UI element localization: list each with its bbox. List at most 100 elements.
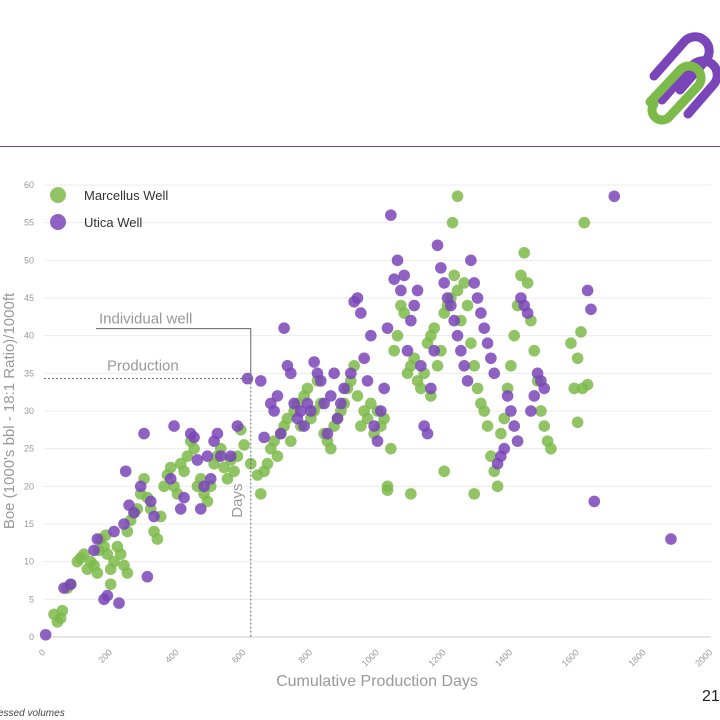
y-tick-label: 55 <box>24 218 34 228</box>
marcellus-point <box>565 337 577 349</box>
marcellus-point <box>571 352 584 365</box>
utica-point <box>485 352 497 365</box>
utica-point <box>198 480 210 493</box>
chart-points <box>39 190 677 641</box>
utica-point <box>351 292 364 304</box>
marcellus-point <box>351 390 364 402</box>
utica-point <box>365 329 377 342</box>
utica-point <box>368 420 380 432</box>
utica-point <box>385 209 397 221</box>
marcellus-point <box>446 216 459 229</box>
marcellus-point <box>505 360 517 372</box>
chart-legend: Marcellus Well Utica Well <box>50 187 168 230</box>
annotation-days: Days <box>229 484 246 518</box>
marcellus-point <box>535 405 547 417</box>
marcellus-point <box>388 344 400 357</box>
utica-point <box>91 533 104 545</box>
x-tick-label: 200 <box>96 647 114 665</box>
utica-point <box>608 190 621 203</box>
marcellus-point <box>301 382 314 395</box>
page-number: 21 <box>702 688 720 705</box>
marcellus-point <box>458 277 471 289</box>
utica-point <box>141 570 154 583</box>
y-tick-label: 40 <box>24 331 34 341</box>
utica-point <box>328 367 340 380</box>
utica-point <box>288 397 300 410</box>
utica-point <box>361 375 374 387</box>
utica-point <box>405 314 417 327</box>
utica-point <box>231 420 244 432</box>
utica-point <box>254 375 267 387</box>
annotation-individual-well: Individual well <box>99 311 192 328</box>
utica-point <box>201 450 214 463</box>
marcellus-point <box>391 329 404 342</box>
utica-point <box>278 322 290 334</box>
utica-point <box>378 382 390 395</box>
utica-point <box>118 518 130 530</box>
utica-point <box>521 307 534 319</box>
utica-point <box>355 307 367 319</box>
y-tick-label: 0 <box>29 632 34 642</box>
marcellus-point <box>468 360 481 372</box>
y-tick-label: 50 <box>24 255 34 265</box>
y-tick-label: 20 <box>24 481 34 491</box>
marcellus-point <box>158 480 170 493</box>
utica-point <box>438 277 451 289</box>
utica-point <box>505 405 517 417</box>
marcellus-point <box>261 457 274 470</box>
marcellus-point <box>461 299 474 312</box>
utica-point <box>588 495 601 508</box>
marcellus-point <box>355 420 367 432</box>
utica-point <box>475 307 487 319</box>
utica-point <box>478 322 491 334</box>
chart-grid <box>44 184 711 638</box>
marcellus-point <box>104 578 117 591</box>
utica-point <box>298 420 310 432</box>
marcellus-point <box>538 420 551 432</box>
utica-point <box>325 390 337 402</box>
utica-point <box>224 450 237 463</box>
utica-point <box>451 329 464 342</box>
annotation-leader-line <box>96 328 252 376</box>
marcellus-point <box>398 307 410 319</box>
marcellus-point <box>498 412 511 425</box>
chart-annotation: Individual well Production Days <box>44 311 252 637</box>
utica-point <box>204 473 217 485</box>
utica-point <box>388 273 400 285</box>
x-tick-label: 600 <box>230 647 248 665</box>
utica-point <box>308 356 320 368</box>
marcellus-point <box>101 548 114 560</box>
y-axis-ticks: 0 5 10 15 20 25 30 35 40 45 50 55 60 <box>24 180 34 642</box>
marcellus-point <box>281 412 294 425</box>
utica-point <box>211 427 224 440</box>
utica-point <box>113 597 125 609</box>
utica-point <box>128 506 140 519</box>
utica-point <box>101 589 114 602</box>
marcellus-point <box>581 378 594 391</box>
y-axis-title: Boe (1000's bbl - 18:1 Ratio)/1000ft <box>1 292 18 529</box>
marcellus-point <box>451 284 464 297</box>
header-divider <box>0 146 720 147</box>
utica-point <box>258 431 270 444</box>
utica-point <box>581 284 594 297</box>
y-tick-label: 60 <box>24 180 34 190</box>
marcellus-point <box>468 488 481 500</box>
utica-point <box>268 405 280 417</box>
marcellus-point <box>528 344 541 357</box>
utica-point <box>174 503 187 515</box>
marcellus-point <box>271 450 284 463</box>
utica-point <box>284 367 297 380</box>
x-tick-label: 800 <box>297 647 315 665</box>
utica-point <box>168 420 180 432</box>
utica-point <box>214 450 227 463</box>
utica-point <box>448 314 461 327</box>
utica-point <box>401 344 414 357</box>
utica-point <box>468 277 481 289</box>
legend-marcellus-marker <box>50 187 66 203</box>
utica-point <box>508 420 521 432</box>
marcellus-point <box>485 450 497 463</box>
utica-point <box>425 382 437 395</box>
marcellus-point <box>495 427 507 440</box>
scatter-chart: 0 5 10 15 20 25 30 35 40 45 50 55 60 0 200 400 600 800 10… <box>1 180 714 690</box>
marcellus-point <box>361 412 374 425</box>
